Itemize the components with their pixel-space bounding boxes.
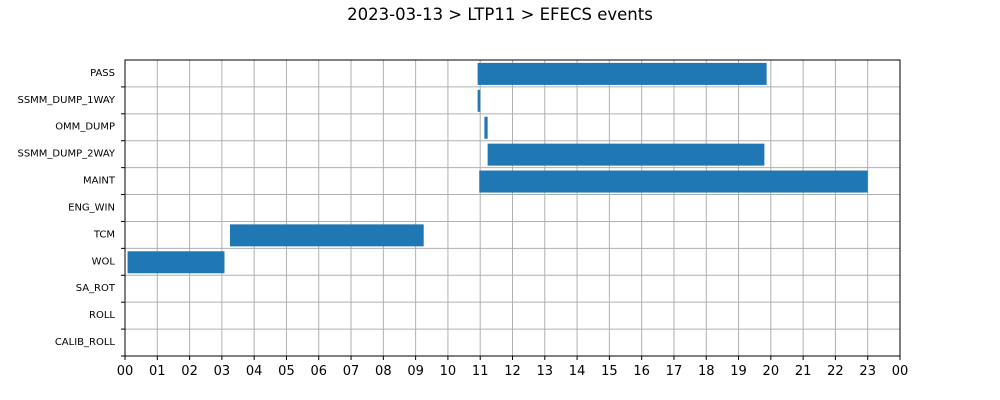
x-tick-label: 14 [569,364,586,379]
x-tick-label: 10 [440,364,457,379]
x-tick-label: 19 [730,364,747,379]
x-tick-label: 17 [666,364,683,379]
x-tick-label: 07 [343,364,360,379]
y-tick-label: ROLL [89,310,115,321]
y-tick-label: SSMM_DUMP_2WAY [17,149,115,160]
x-tick-label: 20 [763,364,780,379]
x-tick-label: 03 [214,364,231,379]
x-tick-label: 18 [698,364,715,379]
x-tick-label: 09 [407,364,424,379]
x-tick-label: 00 [892,364,909,379]
event-bars [127,62,868,274]
x-tick-label: 15 [601,364,618,379]
event-bar-wol [127,251,225,274]
x-tick-label: 05 [278,364,295,379]
y-tick-label: PASS [90,68,115,79]
axis-ticks [121,86,901,360]
y-tick-label: MAINT [83,176,116,187]
x-tick-label: 02 [181,364,198,379]
y-tick-label: CALIB_ROLL [55,337,116,348]
event-bar-ssmm-dump-2way [487,143,765,166]
event-bar-pass [477,62,767,85]
chart-title: 2023-03-13 > LTP11 > EFECS events [347,5,653,24]
x-tick-label: 04 [246,364,263,379]
x-tick-label: 22 [827,364,844,379]
x-tick-label: 00 [117,364,134,379]
event-bar-omm-dump [484,116,488,139]
x-tick-label: 08 [375,364,392,379]
y-tick-label: WOL [92,256,116,267]
y-tick-label: OMM_DUMP [55,122,115,133]
x-tick-label: 23 [859,364,876,379]
y-tick-label: SA_ROT [76,283,116,294]
axis-labels: 00 01 02 03 04 05 06 07 08 09 10 11 12 13 14 15 16 17 18 19… [17,68,908,379]
x-tick-label: 21 [795,364,812,379]
y-tick-label: TCM [93,229,115,240]
x-tick-label: 06 [310,364,327,379]
x-tick-label: 11 [472,364,489,379]
y-tick-label: ENG_WIN [68,202,115,213]
x-tick-label: 16 [633,364,650,379]
event-bar-ssmm-dump-1way [477,89,481,112]
x-tick-label: 12 [504,364,521,379]
event-bar-tcm [229,224,424,247]
event-bar-maint [479,170,868,193]
y-tick-label: SSMM_DUMP_1WAY [17,95,115,106]
x-tick-label: 01 [149,364,166,379]
x-tick-label: 13 [537,364,554,379]
grid-lines [125,60,900,356]
